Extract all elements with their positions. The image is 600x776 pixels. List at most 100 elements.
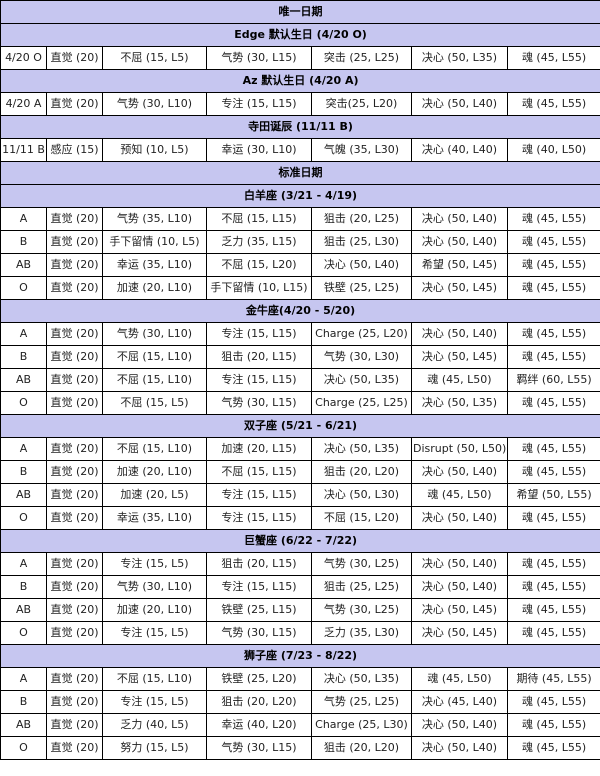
blood-type-cell: AB [0, 483, 47, 507]
command-cell: 手下留情 (10, L5) [102, 230, 207, 254]
command-cell: 魂 (45, L50) [411, 667, 508, 691]
command-cell: 直觉 (20) [46, 621, 103, 645]
command-cell: 努力 (15, L5) [102, 736, 207, 760]
group-header-row: 双子座 (5/21 - 6/21) [0, 414, 600, 438]
command-cell: 幸运 (35, L10) [102, 506, 207, 530]
command-cell: 直觉 (20) [46, 575, 103, 599]
command-cell: 直觉 (20) [46, 368, 103, 392]
command-cell: 狙击 (20, L20) [311, 736, 412, 760]
command-cell: 决心 (50, L35) [411, 46, 508, 70]
command-cell: 直觉 (20) [46, 598, 103, 622]
command-cell: 决心 (50, L30) [311, 483, 412, 507]
command-cell: 直觉 (20) [46, 460, 103, 484]
command-cell: 专注 (15, L15) [206, 322, 312, 346]
command-cell: 决心 (50, L40) [311, 253, 412, 277]
command-cell: Charge (25, L30) [311, 713, 412, 737]
command-cell: 气势 (30, L25) [311, 598, 412, 622]
command-cell: 不屈 (15, L10) [102, 437, 207, 461]
command-cell: 直觉 (20) [46, 552, 103, 576]
table-row: A 直觉 (20) 专注 (15, L5) 狙击 (20, L15) 气势 (30, L… [0, 552, 600, 576]
command-cell: 不屈 (15, L20) [206, 253, 312, 277]
command-cell: 决心 (40, L40) [411, 138, 508, 162]
command-cell: 狙击 (25, L25) [311, 575, 412, 599]
command-cell: 魂 (45, L55) [506, 713, 600, 737]
group-header-row: 巨蟹座 (6/22 - 7/22) [0, 529, 600, 553]
table-row: AB 直觉 (20) 加速 (20, L5) 专注 (15, L15) 决心 (50, … [0, 483, 600, 507]
command-cell: 预知 (10, L5) [102, 138, 207, 162]
command-cell: 魂 (45, L55) [506, 322, 600, 346]
command-cell: 羁绊 (60, L55) [506, 368, 600, 392]
table-row: AB 直觉 (20) 幸运 (35, L10) 不屈 (15, L20) 决心 (50,… [0, 253, 600, 277]
command-cell: 决心 (50, L40) [411, 460, 508, 484]
table-row: O 直觉 (20) 努力 (15, L5) 气势 (30, L15) 狙击 (20, L… [0, 736, 600, 760]
command-cell: 狙击 (20, L20) [311, 460, 412, 484]
command-cell: 气势 (30, L15) [206, 46, 312, 70]
command-cell: 魂 (45, L55) [506, 690, 600, 714]
command-cell: 专注 (15, L5) [102, 552, 207, 576]
blood-type-cell: A [0, 552, 47, 576]
blood-type-cell: A [0, 322, 47, 346]
section-header-row: 标准日期 [0, 161, 600, 185]
command-cell: 气势 (30, L10) [102, 322, 207, 346]
command-cell: 决心 (50, L45) [411, 276, 508, 300]
command-cell: 决心 (50, L45) [411, 621, 508, 645]
table-row: A 直觉 (20) 不屈 (15, L10) 加速 (20, L15) 决心 (50, … [0, 437, 600, 461]
command-cell: 加速 (20, L10) [102, 276, 207, 300]
blood-type-cell: AB [0, 713, 47, 737]
command-cell: 魂 (45, L55) [506, 598, 600, 622]
command-cell: 魂 (45, L55) [506, 506, 600, 530]
command-cell: 决心 (50, L40) [411, 230, 508, 254]
command-cell: 直觉 (20) [46, 46, 103, 70]
command-cell: 直觉 (20) [46, 207, 103, 231]
table-row: B 直觉 (20) 手下留情 (10, L5) 乏力 (35, L15) 狙击 (25,… [0, 230, 600, 254]
command-cell: 气势 (25, L25) [311, 690, 412, 714]
blood-type-cell: O [0, 506, 47, 530]
command-cell: 魂 (45, L55) [506, 460, 600, 484]
blood-type-cell: O [0, 736, 47, 760]
command-cell: 决心 (50, L40) [411, 92, 508, 116]
blood-type-cell: 4/20 O [0, 46, 47, 70]
command-cell: 气势 (30, L25) [311, 552, 412, 576]
command-cell: 直觉 (20) [46, 391, 103, 415]
command-cell: 不屈 (15, L10) [102, 667, 207, 691]
command-cell: 直觉 (20) [46, 92, 103, 116]
command-cell: 魂 (45, L55) [506, 345, 600, 369]
command-cell: 决心 (50, L35) [311, 368, 412, 392]
command-cell: 专注 (15, L15) [206, 483, 312, 507]
table-row: B 直觉 (20) 气势 (30, L10) 专注 (15, L15) 狙击 (25, … [0, 575, 600, 599]
blood-type-cell: O [0, 276, 47, 300]
command-cell: 决心 (50, L45) [411, 598, 508, 622]
group-header-row: 狮子座 (7/23 - 8/22) [0, 644, 600, 668]
section-header-row: 唯一日期 [0, 0, 600, 24]
blood-type-cell: B [0, 230, 47, 254]
command-cell: 专注 (15, L15) [206, 506, 312, 530]
command-cell: 魂 (45, L55) [506, 552, 600, 576]
command-cell: 直觉 (20) [46, 506, 103, 530]
blood-type-cell: B [0, 575, 47, 599]
command-cell: 气势 (30, L15) [206, 391, 312, 415]
command-cell: 魂 (45, L55) [506, 46, 600, 70]
group-header-row: Edge 默认生日 (4/20 O) [0, 23, 600, 47]
command-cell: 狙击 (20, L15) [206, 345, 312, 369]
command-cell: 期待 (45, L55) [506, 667, 600, 691]
command-cell: 决心 (50, L45) [411, 345, 508, 369]
table-row: A 直觉 (20) 气势 (35, L10) 不屈 (15, L15) 狙击 (20, … [0, 207, 600, 231]
command-cell: 狙击 (20, L15) [206, 552, 312, 576]
command-cell: 专注 (15, L5) [102, 690, 207, 714]
blood-type-cell: AB [0, 598, 47, 622]
spirit-commands-table: 唯一日期 Edge 默认生日 (4/20 O) 4/20 O 直觉 (20) 不屈 (1… [0, 0, 600, 760]
command-cell: 直觉 (20) [46, 322, 103, 346]
command-cell: 不屈 (15, L10) [102, 345, 207, 369]
table-row: B 直觉 (20) 加速 (20, L10) 不屈 (15, L15) 狙击 (20, … [0, 460, 600, 484]
command-cell: 决心 (50, L35) [311, 667, 412, 691]
group-title: 巨蟹座 (6/22 - 7/22) [0, 529, 600, 553]
blood-type-cell: B [0, 345, 47, 369]
command-cell: 突击 (25, L25) [311, 46, 412, 70]
command-cell: 铁壁 (25, L25) [311, 276, 412, 300]
group-title: Az 默认生日 (4/20 A) [0, 69, 600, 93]
section-title: 标准日期 [0, 161, 600, 185]
group-header-row: 金牛座(4/20 - 5/20) [0, 299, 600, 323]
command-cell: 魂 (45, L55) [506, 253, 600, 277]
group-header-row: Az 默认生日 (4/20 A) [0, 69, 600, 93]
group-title: 狮子座 (7/23 - 8/22) [0, 644, 600, 668]
